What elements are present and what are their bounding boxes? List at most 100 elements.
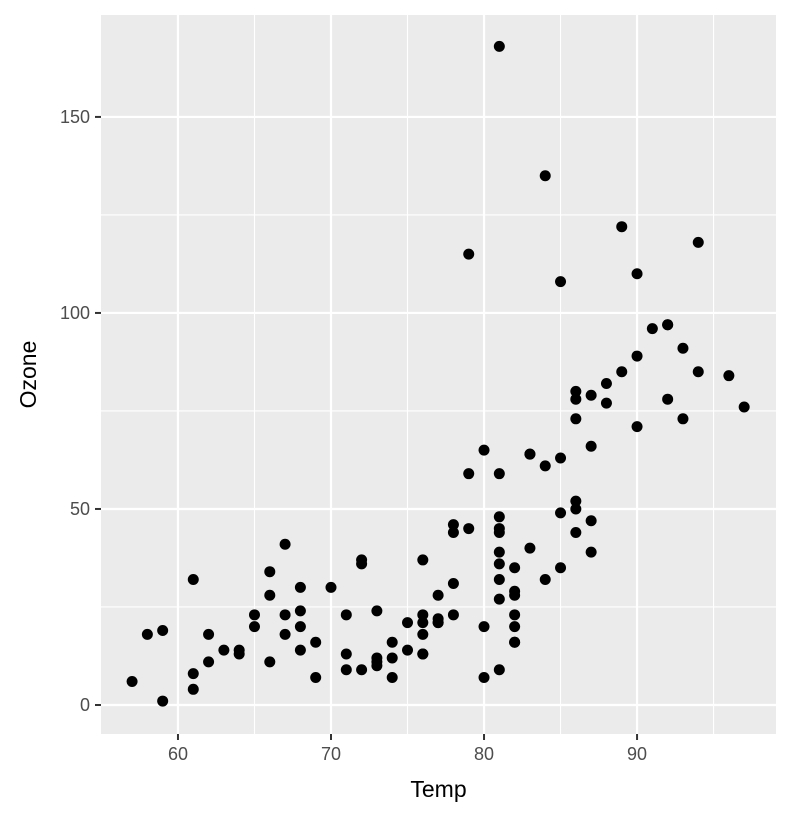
data-point <box>126 675 138 687</box>
data-point <box>187 683 199 695</box>
data-point <box>570 393 582 405</box>
data-point <box>555 276 567 288</box>
data-point <box>402 644 414 656</box>
data-point <box>585 515 597 527</box>
y-tick-label: 150 <box>60 107 90 127</box>
data-points <box>126 40 750 707</box>
data-point <box>386 636 398 648</box>
data-point <box>447 577 459 589</box>
data-point <box>646 323 658 335</box>
data-point <box>432 589 444 601</box>
data-point <box>417 648 429 660</box>
data-point <box>631 268 643 280</box>
data-point <box>570 503 582 515</box>
data-point <box>539 574 551 586</box>
data-point <box>692 366 704 378</box>
data-point <box>187 668 199 680</box>
data-point <box>493 526 505 538</box>
data-point <box>509 609 521 621</box>
data-point <box>493 574 505 586</box>
data-point <box>509 562 521 574</box>
data-point <box>692 236 704 248</box>
data-point <box>310 672 322 684</box>
data-point <box>616 366 628 378</box>
data-point <box>662 319 674 331</box>
grid-minor <box>101 15 776 734</box>
data-point <box>279 609 291 621</box>
data-point <box>417 617 429 629</box>
data-point <box>631 350 643 362</box>
data-point <box>340 609 352 621</box>
data-point <box>157 695 169 707</box>
data-point <box>570 385 582 397</box>
data-point <box>294 581 306 593</box>
data-point <box>493 468 505 480</box>
x-tick-label: 70 <box>321 744 341 764</box>
x-tick-label: 80 <box>474 744 494 764</box>
y-axis-label: Ozone <box>15 341 41 409</box>
data-point <box>555 452 567 464</box>
data-point <box>555 562 567 574</box>
data-point <box>478 672 490 684</box>
data-point <box>478 621 490 633</box>
data-point <box>371 660 383 672</box>
data-point <box>340 648 352 660</box>
x-tick-label: 90 <box>627 744 647 764</box>
data-point <box>417 554 429 566</box>
data-point <box>417 628 429 640</box>
data-point <box>187 574 199 586</box>
data-point <box>294 621 306 633</box>
data-point <box>677 413 689 425</box>
data-point <box>340 664 352 676</box>
data-point <box>294 605 306 617</box>
data-point <box>310 636 322 648</box>
data-point <box>264 589 276 601</box>
data-point <box>203 628 215 640</box>
data-point <box>585 389 597 401</box>
data-point <box>386 652 398 664</box>
data-point <box>585 440 597 452</box>
data-point <box>402 617 414 629</box>
x-tick-label: 60 <box>168 744 188 764</box>
data-point <box>432 617 444 629</box>
data-point <box>325 581 337 593</box>
data-point <box>524 448 536 460</box>
data-point <box>356 664 368 676</box>
data-point <box>371 605 383 617</box>
data-point <box>509 636 521 648</box>
data-point <box>463 523 475 535</box>
data-point <box>463 468 475 480</box>
data-point <box>539 460 551 472</box>
data-point <box>371 652 383 664</box>
data-point <box>417 609 429 621</box>
data-point <box>738 401 750 413</box>
data-point <box>264 566 276 578</box>
data-point <box>447 526 459 538</box>
data-point <box>555 507 567 519</box>
data-point <box>570 495 582 507</box>
data-point <box>248 609 260 621</box>
data-point <box>356 554 368 566</box>
data-point <box>447 609 459 621</box>
data-point <box>218 644 230 656</box>
y-axis-ticks: 0 50 100 150 <box>60 107 101 715</box>
data-point <box>662 393 674 405</box>
data-point <box>600 397 612 409</box>
y-tick-label: 0 <box>80 695 90 715</box>
data-point <box>585 546 597 558</box>
data-point <box>570 413 582 425</box>
data-point <box>233 648 245 660</box>
data-point <box>493 558 505 570</box>
data-point <box>264 656 276 668</box>
x-axis-ticks: 60 70 80 90 <box>168 734 647 764</box>
data-point <box>600 378 612 390</box>
y-tick-label: 50 <box>70 499 90 519</box>
data-point <box>493 546 505 558</box>
data-point <box>493 40 505 52</box>
x-axis-label: Temp <box>410 776 466 802</box>
data-point <box>677 342 689 354</box>
data-point <box>279 538 291 550</box>
data-point <box>203 656 215 668</box>
y-tick-label: 100 <box>60 303 90 323</box>
